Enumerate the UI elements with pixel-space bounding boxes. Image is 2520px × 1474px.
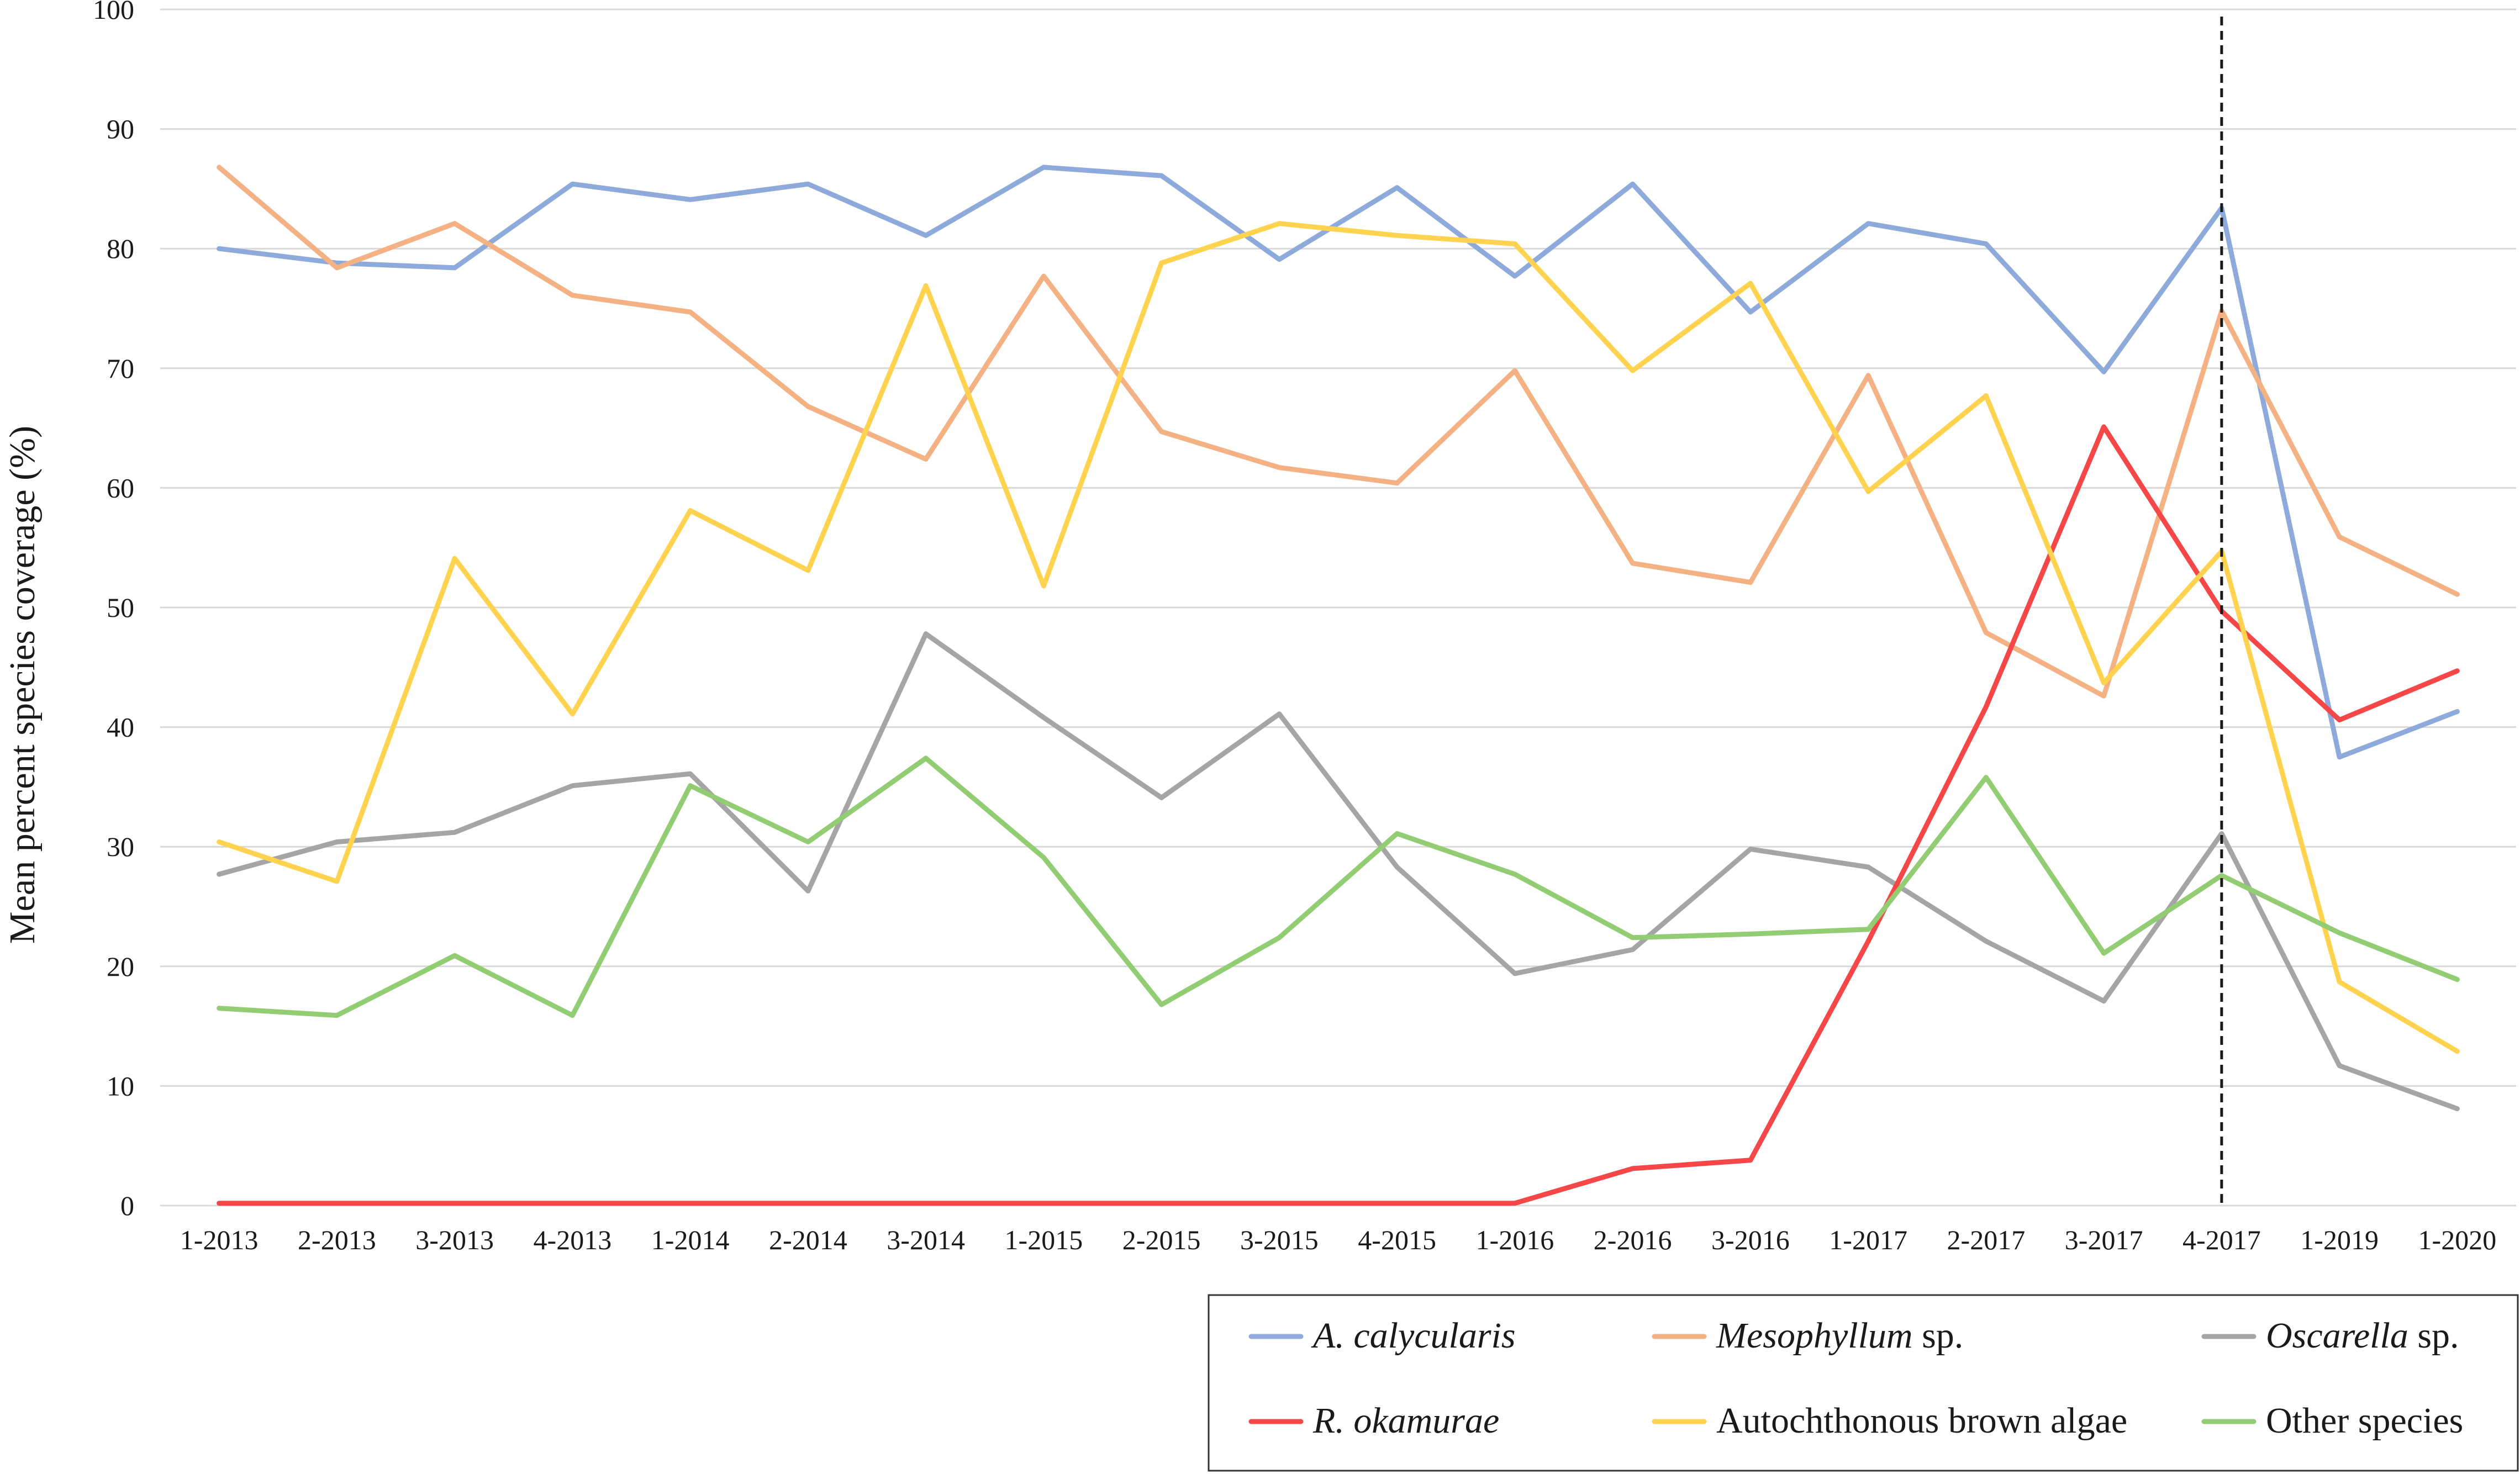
- y-tick-label: 40: [107, 712, 134, 743]
- x-tick-label: 2-2014: [769, 1224, 847, 1255]
- x-tick-label: 4-2015: [1358, 1224, 1436, 1255]
- x-tick-label: 2-2015: [1122, 1224, 1201, 1255]
- legend-entry-text: Autochthonous brown algae: [1716, 1401, 2127, 1441]
- x-tick-label: 1-2013: [180, 1224, 259, 1255]
- legend-entry: Other species: [2266, 1401, 2463, 1441]
- x-tick-label: 1-2017: [1829, 1224, 1907, 1255]
- legend-entry: Oscarella sp.: [2266, 1315, 2459, 1356]
- y-tick-label: 80: [107, 233, 134, 264]
- series-line-4: [217, 221, 2460, 1054]
- legend-box: [1208, 1294, 2519, 1472]
- legend: A. calycularis Mesophyllum sp. Oscarella s…: [1208, 1294, 2519, 1472]
- series-line-0: [217, 165, 2460, 760]
- legend-entry-text: sp.: [1913, 1315, 1964, 1356]
- legend-entry: Autochthonous brown algae: [1716, 1401, 2127, 1441]
- x-tick-label: 3-2014: [887, 1224, 965, 1255]
- y-tick-label: 50: [107, 592, 134, 623]
- y-tick-label: 0: [120, 1190, 134, 1221]
- legend-entry-italic: R. okamurae: [1312, 1401, 1499, 1441]
- x-tick-label: 4-2013: [534, 1224, 612, 1255]
- x-tick-label: 2-2016: [1594, 1224, 1672, 1255]
- series-line-3: [217, 424, 2460, 1206]
- legend-items: A. calycularis Mesophyllum sp. Oscarella s…: [1248, 1315, 2463, 1441]
- x-tick-label: 1-2019: [2300, 1224, 2379, 1255]
- legend-entry-text: Other species: [2266, 1401, 2463, 1441]
- series-line-1: [217, 165, 2460, 699]
- x-axis-ticks: 1-2013 2-2013 3-2013 4-2013 1-2014 2-2014 3-20…: [180, 1224, 2496, 1255]
- series-line-2: [217, 631, 2460, 1112]
- x-tick-label: 1-2020: [2418, 1224, 2497, 1255]
- y-tick-label: 10: [107, 1070, 134, 1101]
- x-tick-label: 3-2016: [1711, 1224, 1790, 1255]
- y-tick-label: 20: [107, 951, 134, 982]
- x-tick-label: 3-2017: [2065, 1224, 2143, 1255]
- series-lines: [217, 165, 2460, 1206]
- x-tick-label: 2-2017: [1947, 1224, 2026, 1255]
- legend-entry-text: sp.: [2408, 1315, 2459, 1356]
- y-axis-ticks: 0 10 20 30 40 50 60 70 80 90 100: [93, 0, 134, 1221]
- legend-entry-italic: A. calycularis: [1311, 1315, 1516, 1356]
- x-tick-label: 2-2013: [298, 1224, 376, 1255]
- x-tick-label: 1-2014: [651, 1224, 730, 1255]
- legend-entry-italic: Oscarella: [2266, 1315, 2408, 1356]
- legend-entry: Mesophyllum sp.: [1716, 1315, 1963, 1356]
- y-tick-label: 100: [93, 0, 134, 25]
- x-tick-label: 1-2016: [1476, 1224, 1554, 1255]
- y-axis-label: Mean percent species coverage (%): [2, 426, 43, 944]
- x-tick-label: 3-2013: [415, 1224, 494, 1255]
- y-tick-label: 90: [107, 114, 134, 145]
- series-line-5: [217, 756, 2460, 1018]
- x-tick-label: 1-2015: [1005, 1224, 1083, 1255]
- gridlines: [160, 8, 2516, 1087]
- legend-entry-italic: Mesophyllum: [1716, 1315, 1913, 1356]
- x-tick-label: 3-2015: [1240, 1224, 1319, 1255]
- y-tick-label: 70: [107, 353, 134, 384]
- x-tick-label: 4-2017: [2182, 1224, 2261, 1255]
- legend-entry: A. calycularis: [1311, 1315, 1516, 1356]
- y-tick-label: 60: [107, 472, 134, 503]
- legend-entry: R. okamurae: [1312, 1401, 1499, 1441]
- y-tick-label: 30: [107, 831, 134, 862]
